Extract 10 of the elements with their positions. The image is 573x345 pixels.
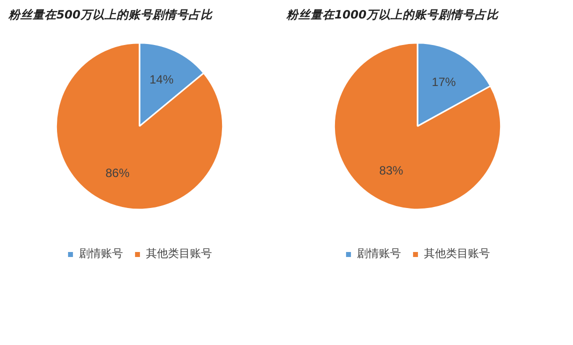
legend-label: 剧情账号 — [79, 247, 123, 261]
data-label: 14% — [149, 72, 174, 87]
data-label: 83% — [379, 163, 404, 178]
data-label: 17% — [432, 74, 456, 89]
legend-label: 其他类目账号 — [146, 247, 212, 261]
legend-label: 剧情账号 — [357, 247, 401, 261]
legend-label: 其他类目账号 — [424, 247, 490, 261]
chart-title: 粉丝量在1000万以上的账号剧情号占比 — [286, 8, 500, 22]
data-label: 86% — [105, 166, 130, 180]
chart-title: 粉丝量在500万以上的账号剧情号占比 — [8, 8, 214, 22]
